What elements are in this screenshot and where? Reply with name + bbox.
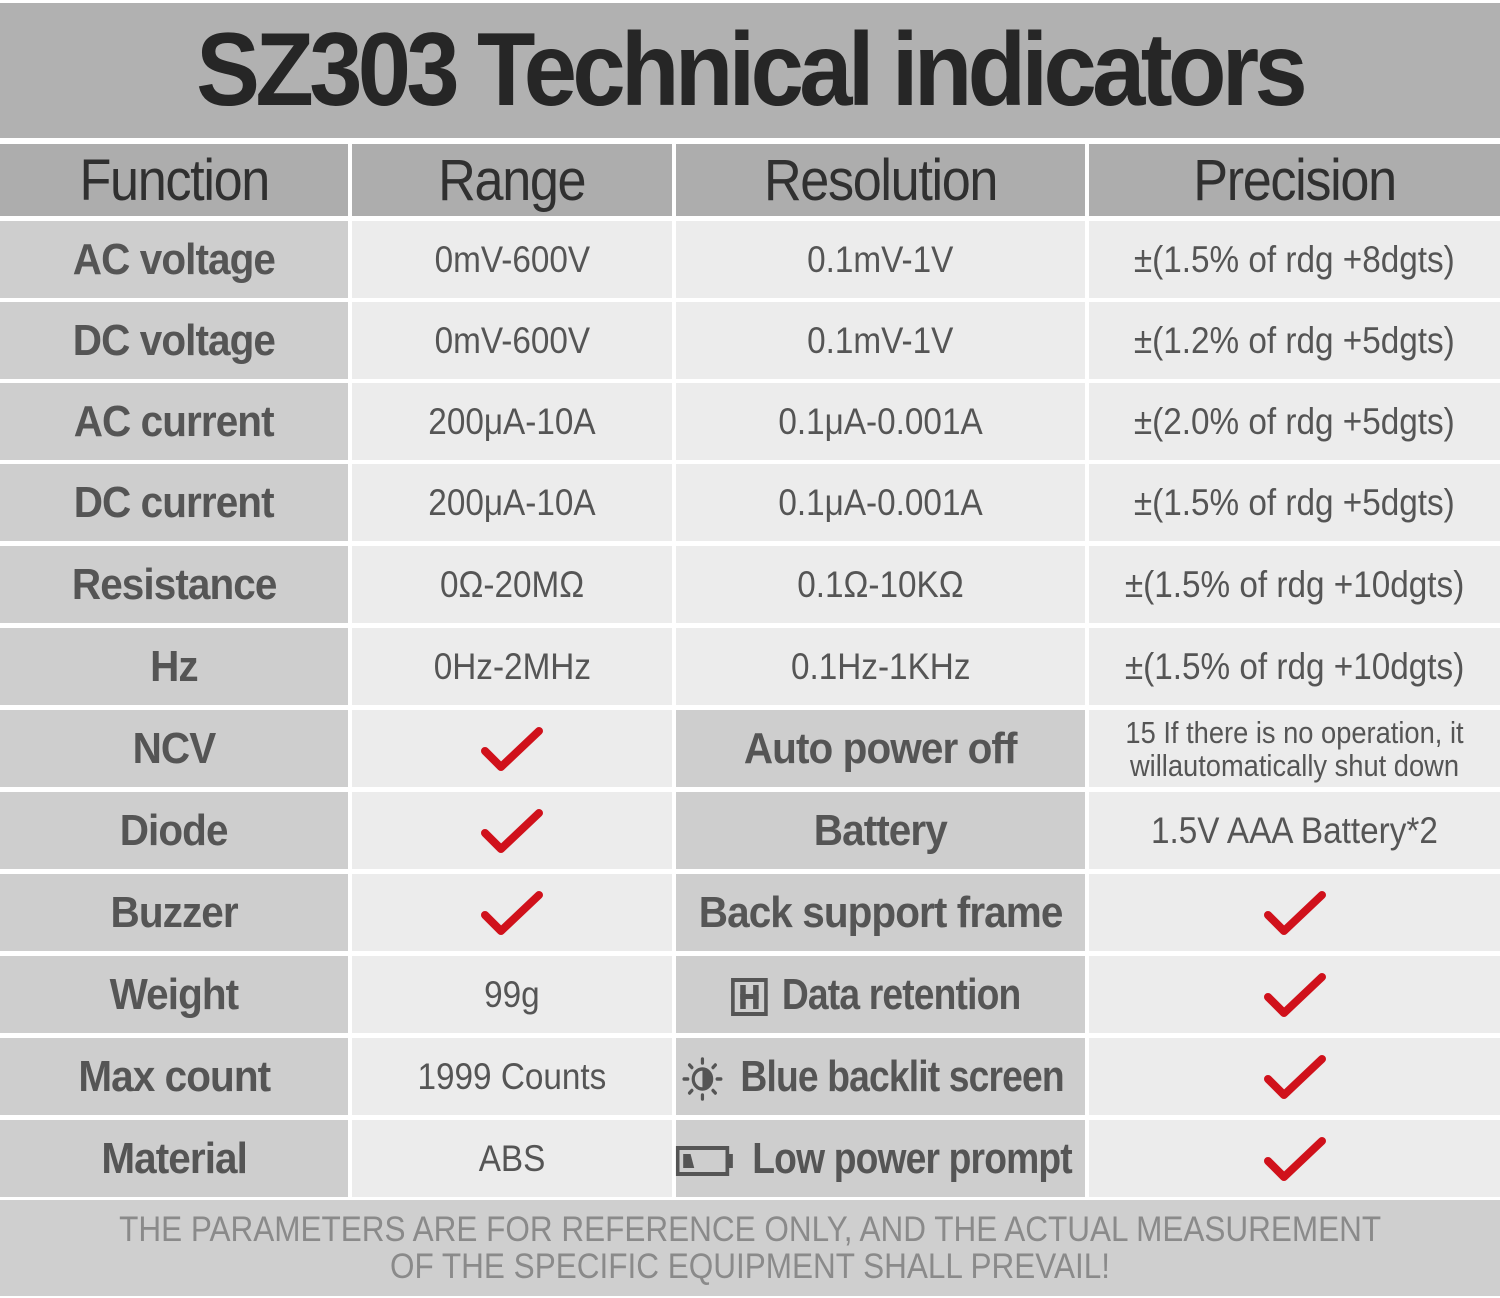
function-label: AC current — [0, 383, 348, 460]
function-label: DC current — [0, 464, 348, 541]
range-value: 0mV-600V — [352, 221, 672, 298]
function-label: AC voltage — [0, 221, 348, 298]
feature-value: 99g — [352, 956, 672, 1033]
header-precision: Precision — [1089, 144, 1500, 216]
feature-row: NCV Auto power off 15 If there is no ope… — [0, 710, 1500, 787]
precision-value: ±(1.5% of rdg +5dgts) — [1089, 464, 1500, 541]
resolution-value: 0.1Ω-10KΩ — [676, 546, 1085, 623]
function-label: DC voltage — [0, 302, 348, 379]
table-row: AC current 200μA-10A 0.1μA-0.001A ±(2.0%… — [0, 383, 1500, 460]
range-value: 0Ω-20MΩ — [352, 546, 672, 623]
feature-value: ABS — [352, 1120, 672, 1197]
table-row: AC voltage 0mV-600V 0.1mV-1V ±(1.5% of r… — [0, 221, 1500, 298]
disclaimer-footer: THE PARAMETERS ARE FOR REFERENCE ONLY, A… — [0, 1200, 1500, 1296]
feature-label: Battery — [676, 792, 1085, 869]
feature-row: Diode Battery 1.5V AAA Battery*2 — [0, 792, 1500, 869]
feature-label: Data retention — [676, 956, 1085, 1033]
feature-label: Blue backlit screen — [676, 1038, 1085, 1115]
feature-value: 1999 Counts — [352, 1038, 672, 1115]
resolution-value: 0.1mV-1V — [676, 302, 1085, 379]
feature-label: Buzzer — [0, 874, 348, 951]
feature-label: Back support frame — [676, 874, 1085, 951]
feature-row: Max count 1999 Counts Blue backlit scree… — [0, 1038, 1500, 1115]
precision-value: ±(2.0% of rdg +5dgts) — [1089, 383, 1500, 460]
check-icon — [352, 792, 672, 869]
resolution-value: 0.1μA-0.001A — [676, 464, 1085, 541]
function-label: Hz — [0, 628, 348, 705]
resolution-value: 0.1Hz-1KHz — [676, 628, 1085, 705]
backlight-sun-icon — [682, 1057, 723, 1101]
feature-value: 1.5V AAA Battery*2 — [1089, 792, 1500, 869]
check-icon — [1089, 1038, 1500, 1115]
feature-value: 15 If there is no operation, it willauto… — [1089, 710, 1500, 787]
precision-value: ±(1.2% of rdg +5dgts) — [1089, 302, 1500, 379]
feature-label: Max count — [0, 1038, 348, 1115]
feature-label: Material — [0, 1120, 348, 1197]
disclaimer-line-2: OF THE SPECIFIC EQUIPMENT SHALL PREVAIL! — [389, 1247, 1110, 1286]
range-value: 0Hz-2MHz — [352, 628, 672, 705]
feature-row: Material ABS Low power prompt — [0, 1120, 1500, 1197]
check-icon — [1089, 956, 1500, 1033]
check-icon — [1089, 1120, 1500, 1197]
check-icon — [1089, 874, 1500, 951]
table-row: DC voltage 0mV-600V 0.1mV-1V ±(1.2% of r… — [0, 302, 1500, 379]
check-icon — [352, 710, 672, 787]
table-row: Hz 0Hz-2MHz 0.1Hz-1KHz ±(1.5% of rdg +10… — [0, 628, 1500, 705]
range-value: 200μA-10A — [352, 383, 672, 460]
table-header-row: Function Range Resolution Precision — [0, 144, 1500, 216]
feature-label: Auto power off — [676, 710, 1085, 787]
hold-h-icon — [730, 977, 768, 1016]
resolution-value: 0.1μA-0.001A — [676, 383, 1085, 460]
header-resolution: Resolution — [676, 144, 1085, 216]
header-range: Range — [352, 144, 672, 216]
feature-label: Diode — [0, 792, 348, 869]
feature-row: Weight 99g Data retention — [0, 956, 1500, 1033]
page-title: SZ303 Technical indicators — [196, 12, 1309, 128]
feature-row: Buzzer Back support frame — [0, 874, 1500, 951]
table-row: DC current 200μA-10A 0.1μA-0.001A ±(1.5%… — [0, 464, 1500, 541]
range-value: 0mV-600V — [352, 302, 672, 379]
header-function: Function — [0, 144, 348, 216]
disclaimer-line-1: THE PARAMETERS ARE FOR REFERENCE ONLY, A… — [119, 1210, 1381, 1249]
feature-label: NCV — [0, 710, 348, 787]
precision-value: ±(1.5% of rdg +8dgts) — [1089, 221, 1500, 298]
precision-value: ±(1.5% of rdg +10dgts) — [1089, 628, 1500, 705]
feature-label: Weight — [0, 956, 348, 1033]
resolution-value: 0.1mV-1V — [676, 221, 1085, 298]
range-value: 200μA-10A — [352, 464, 672, 541]
table-row: Resistance 0Ω-20MΩ 0.1Ω-10KΩ ±(1.5% of r… — [0, 546, 1500, 623]
title-band: SZ303 Technical indicators — [0, 3, 1500, 138]
feature-label: Low power prompt — [675, 1120, 1085, 1197]
function-label: Resistance — [0, 546, 348, 623]
low-battery-icon — [675, 1145, 733, 1176]
check-icon — [352, 874, 672, 951]
precision-value: ±(1.5% of rdg +10dgts) — [1089, 546, 1500, 623]
